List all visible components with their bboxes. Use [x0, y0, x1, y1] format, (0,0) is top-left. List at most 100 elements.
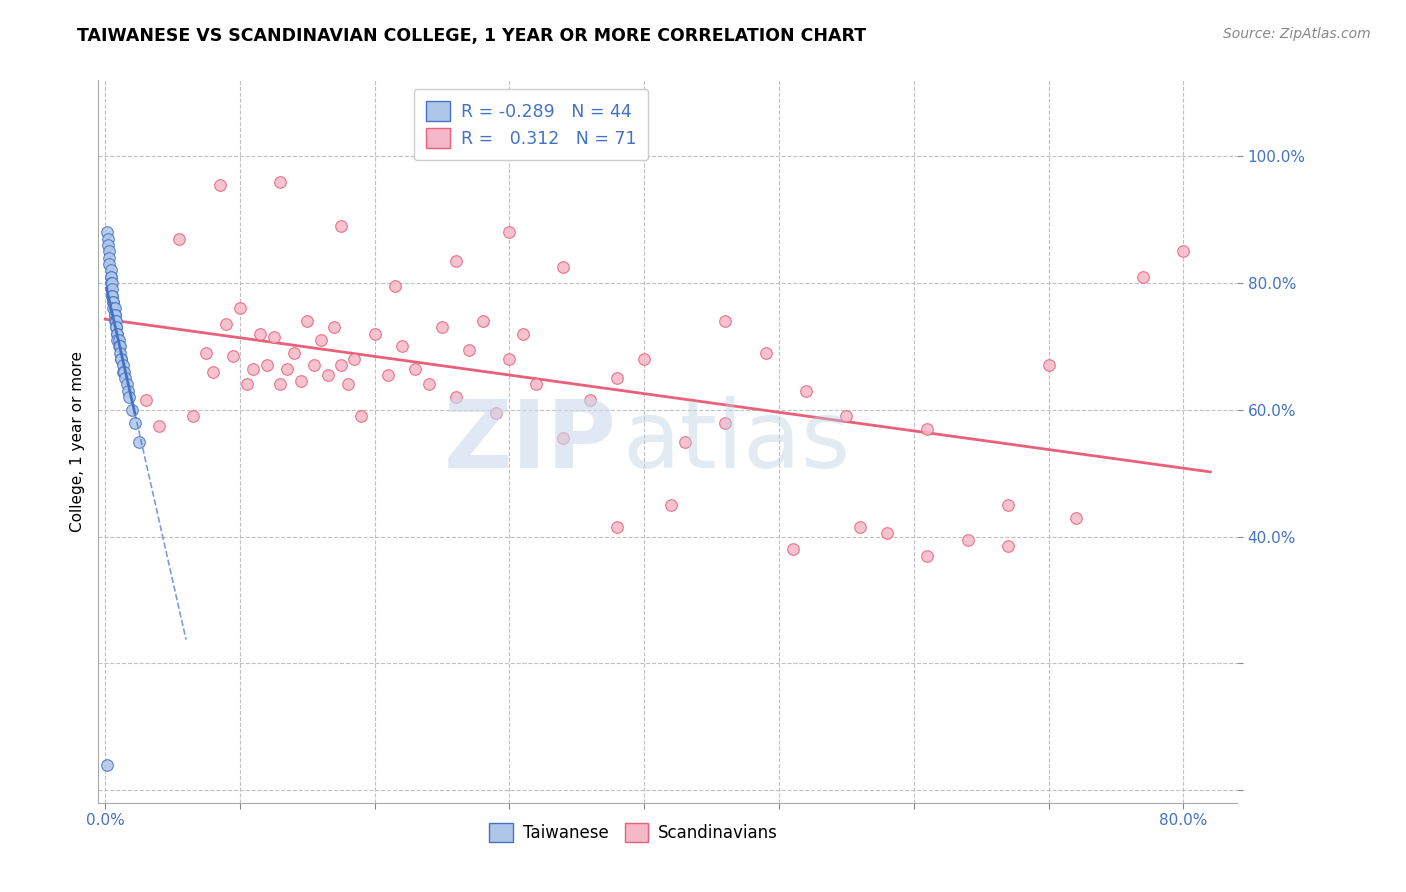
Point: [782, 542, 804, 557]
Point: [606, 520, 628, 534]
Point: [98, 251, 121, 265]
Point: [283, 346, 305, 360]
Point: [553, 260, 575, 275]
Point: [96, 757, 118, 772]
Point: [485, 406, 508, 420]
Point: [269, 377, 291, 392]
Point: [112, 365, 135, 379]
Point: [276, 361, 298, 376]
Point: [104, 308, 127, 322]
Point: [222, 349, 245, 363]
Point: [384, 279, 406, 293]
Point: [430, 320, 453, 334]
Point: [997, 539, 1019, 553]
Point: [956, 533, 979, 547]
Point: [323, 320, 346, 334]
Point: [876, 526, 898, 541]
Point: [835, 409, 858, 424]
Point: [297, 314, 319, 328]
Point: [391, 339, 413, 353]
Legend: Taiwanese, Scandinavians: Taiwanese, Scandinavians: [482, 816, 785, 848]
Point: [290, 375, 312, 389]
Point: [121, 402, 143, 417]
Point: [350, 409, 373, 424]
Point: [111, 365, 134, 379]
Point: [208, 178, 231, 192]
Point: [1173, 244, 1195, 259]
Point: [135, 393, 157, 408]
Point: [309, 333, 332, 347]
Point: [794, 384, 817, 398]
Point: [1132, 269, 1154, 284]
Point: [104, 314, 127, 328]
Point: [606, 371, 628, 385]
Point: [263, 330, 285, 344]
Point: [181, 409, 204, 424]
Point: [512, 326, 534, 341]
Point: [111, 359, 134, 373]
Point: [302, 359, 325, 373]
Point: [849, 520, 872, 534]
Point: [201, 365, 224, 379]
Point: [115, 377, 138, 392]
Point: [917, 549, 939, 563]
Point: [458, 343, 481, 357]
Point: [169, 232, 191, 246]
Point: [714, 416, 737, 430]
Point: [269, 175, 291, 189]
Point: [100, 263, 122, 277]
Point: [100, 269, 122, 284]
Point: [101, 282, 124, 296]
Point: [98, 244, 121, 259]
Point: [659, 498, 682, 512]
Point: [107, 333, 129, 347]
Point: [105, 326, 128, 341]
Point: [107, 339, 129, 353]
Point: [444, 253, 467, 268]
Point: [105, 333, 128, 347]
Point: [100, 269, 122, 284]
Point: [101, 289, 124, 303]
Point: [343, 352, 366, 367]
Point: [104, 320, 127, 334]
Point: [673, 434, 696, 449]
Point: [526, 377, 548, 392]
Point: [249, 326, 271, 341]
Point: [97, 232, 120, 246]
Text: ZIP: ZIP: [444, 395, 617, 488]
Point: [105, 326, 128, 341]
Point: [1064, 510, 1087, 524]
Point: [1038, 359, 1060, 373]
Point: [100, 276, 122, 290]
Point: [498, 352, 520, 367]
Point: [215, 318, 238, 332]
Point: [553, 431, 575, 445]
Point: [110, 352, 132, 367]
Point: [754, 346, 776, 360]
Point: [444, 390, 467, 404]
Point: [110, 352, 132, 367]
Point: [118, 390, 141, 404]
Point: [104, 308, 127, 322]
Point: [997, 498, 1019, 512]
Point: [364, 326, 387, 341]
Point: [128, 434, 150, 449]
Point: [195, 346, 218, 360]
Text: TAIWANESE VS SCANDINAVIAN COLLEGE, 1 YEAR OR MORE CORRELATION CHART: TAIWANESE VS SCANDINAVIAN COLLEGE, 1 YEA…: [77, 27, 866, 45]
Point: [633, 352, 655, 367]
Text: Source: ZipAtlas.com: Source: ZipAtlas.com: [1223, 27, 1371, 41]
Point: [148, 418, 170, 433]
Point: [103, 295, 125, 310]
Point: [377, 368, 399, 382]
Point: [330, 359, 353, 373]
Point: [330, 219, 353, 233]
Point: [316, 368, 339, 382]
Point: [97, 238, 120, 252]
Point: [256, 359, 278, 373]
Point: [336, 377, 359, 392]
Point: [404, 361, 426, 376]
Point: [103, 295, 125, 310]
Point: [103, 301, 125, 316]
Point: [917, 422, 939, 436]
Point: [101, 276, 124, 290]
